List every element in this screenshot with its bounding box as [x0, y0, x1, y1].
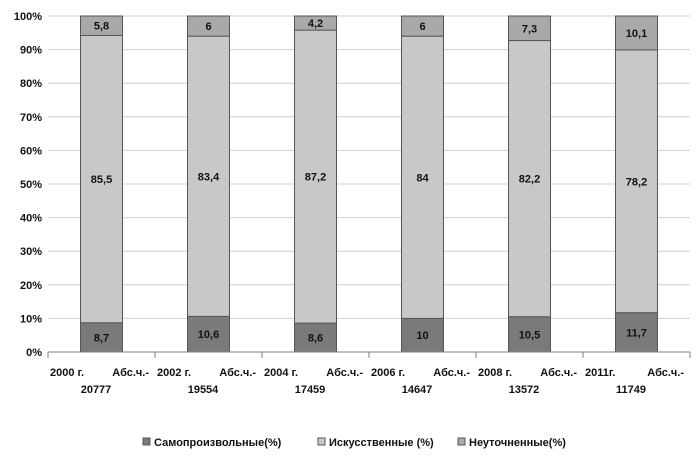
gridlines: [48, 15, 690, 353]
bar-segment-2: [401, 35, 444, 319]
data-label: 85,5: [91, 174, 112, 186]
x-category-abs-prefix: Абс.ч.-: [326, 367, 363, 379]
y-tick-label: 80%: [20, 78, 42, 90]
x-category-year: 2008 г.: [478, 367, 512, 379]
legend: Самопроизвольные(%) Искусственные (%) Неут…: [142, 437, 566, 449]
bar-segment-2: [294, 29, 337, 324]
data-label: 84: [416, 172, 429, 184]
y-tick-label: 30%: [20, 246, 42, 258]
data-label: 4,2: [308, 18, 323, 30]
y-tick-label: 0%: [26, 347, 42, 359]
x-category-abs-prefix: Абс.ч.-: [433, 367, 470, 379]
x-category-year: 2002 г.: [157, 367, 191, 379]
data-label: 87,2: [305, 172, 326, 184]
bar-segment-1: [401, 317, 444, 353]
data-label: 82,2: [519, 174, 540, 186]
y-axis-ticks: 0% 10% 20% 30% 40% 50% 60% 70% 80% 90% 100%: [14, 11, 42, 359]
y-tick-label: 10%: [20, 313, 42, 325]
x-category-year: 2011г.: [585, 367, 615, 379]
data-labels: 8,7 85,5 5,8 10,6 83,4 6 8,6 87,2 4,2 10 84 6 10,5 82…: [91, 18, 647, 344]
data-label: 78,2: [626, 176, 647, 188]
legend-swatch: [317, 437, 326, 446]
bar-segment-2: [615, 49, 658, 314]
data-label: 10,5: [519, 329, 540, 341]
x-category-abs-value: 17459: [295, 384, 326, 396]
bar-segment-1: [80, 322, 123, 353]
legend-swatch: [457, 437, 466, 446]
data-label: 11,7: [626, 327, 647, 339]
bar-segment-1: [508, 316, 551, 353]
x-category-abs-prefix: Абс.ч.-: [112, 367, 149, 379]
bar-segment-1: [187, 315, 230, 353]
x-category-year: 2006 г.: [371, 367, 405, 379]
y-tick-label: 50%: [20, 179, 42, 191]
data-label: 10: [416, 330, 428, 342]
data-label: 8,7: [94, 332, 109, 344]
legend-label: Неуточненные(%): [469, 437, 566, 449]
legend-swatch: [142, 437, 151, 446]
bar-segment-3: [508, 15, 551, 42]
x-category-abs-value: 19554: [188, 384, 219, 396]
data-label: 7,3: [522, 23, 537, 35]
x-category-abs-value: 20777: [81, 384, 112, 396]
y-tick-label: 90%: [20, 45, 42, 57]
bar-segment-3: [294, 15, 337, 31]
bar-segment-3: [615, 15, 658, 51]
data-label: 10,1: [626, 28, 647, 40]
x-category-year: 2000 г.: [50, 367, 84, 379]
data-label: 8,6: [308, 333, 323, 345]
x-category-abs-prefix: Абс.ч.-: [219, 367, 256, 379]
bar-segment-3: [80, 15, 123, 36]
y-tick-label: 60%: [20, 145, 42, 157]
x-category-abs-prefix: Абс.ч.-: [540, 367, 577, 379]
bar-segment-2: [508, 40, 551, 318]
data-label: 10,6: [198, 329, 219, 341]
bar-segment-3: [401, 15, 444, 37]
x-category-abs-value: 14647: [402, 384, 433, 396]
y-tick-label: 40%: [20, 213, 42, 225]
bars: [80, 15, 658, 353]
data-label: 5,8: [94, 21, 109, 33]
x-category-abs-value: 13572: [509, 384, 540, 396]
bar-segment-2: [187, 35, 230, 317]
data-label: 6: [205, 21, 211, 33]
x-category-year: 2004 г.: [264, 367, 298, 379]
y-tick-label: 100%: [14, 11, 42, 23]
bar-segment-3: [187, 15, 230, 37]
y-tick-label: 20%: [20, 280, 42, 292]
y-tick-label: 70%: [20, 112, 42, 124]
x-category-abs-prefix: Абс.ч.-: [647, 367, 684, 379]
bar-segment-2: [80, 34, 123, 324]
legend-label: Искусственные (%): [329, 437, 434, 449]
data-label: 83,4: [198, 171, 220, 183]
bar-segment-1: [294, 322, 337, 353]
legend-label: Самопроизвольные(%): [154, 437, 282, 449]
data-label: 6: [419, 21, 425, 33]
x-category-abs-value: 11749: [616, 384, 646, 396]
